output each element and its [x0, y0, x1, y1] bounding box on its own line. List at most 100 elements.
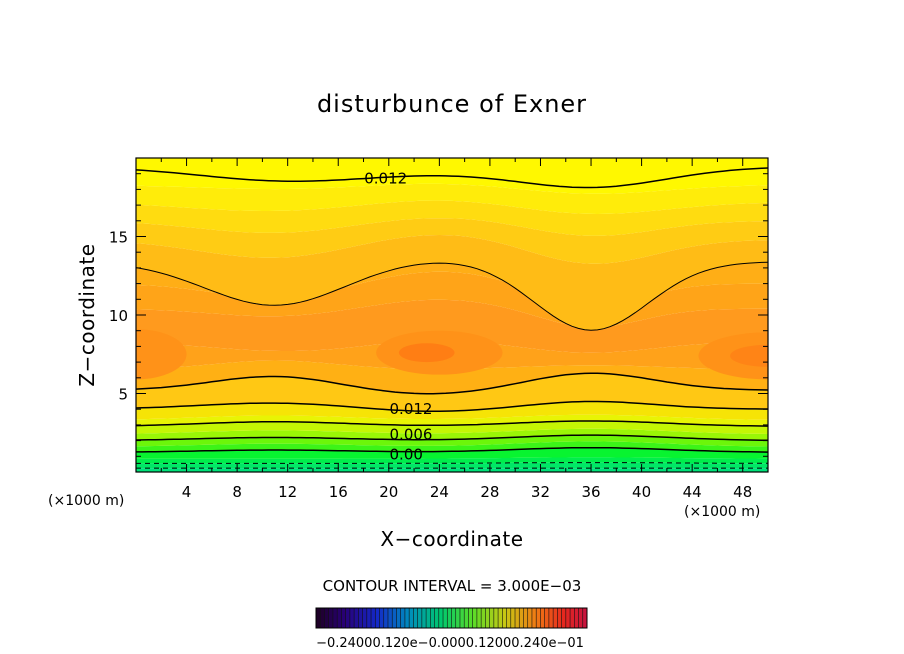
- x-tick-label: 40: [632, 483, 651, 501]
- colorbar-segment: [362, 608, 368, 628]
- plot-area: 0.012 0.012 0.006 0.00: [136, 158, 768, 472]
- colorbar-segment: [540, 608, 545, 628]
- colorbar-segment: [434, 608, 440, 628]
- contour-core: [730, 344, 768, 367]
- contour-band: [136, 414, 768, 427]
- colorbar-segment: [413, 608, 418, 628]
- colorbar-segment: [544, 608, 550, 628]
- colorbar-segment: [438, 608, 444, 628]
- colorbar-segment: [557, 608, 562, 628]
- contour-lines: [136, 167, 768, 469]
- colorbar-segment: [485, 608, 490, 628]
- colorbar-segment: [417, 608, 423, 628]
- contour-line: [136, 420, 768, 427]
- contour-labels: 0.012 0.012 0.006 0.00: [364, 169, 433, 463]
- x-tick-label: 20: [379, 483, 398, 501]
- x-tick-label: 16: [329, 483, 348, 501]
- colorbar-segment: [472, 608, 478, 628]
- x-tick-label: 36: [581, 483, 600, 501]
- colorbar-segment: [337, 608, 342, 628]
- y-tick-label: 15: [109, 229, 128, 247]
- colorbar-segment: [523, 608, 529, 628]
- x-tick-label: 32: [531, 483, 550, 501]
- colorbar-segment: [320, 608, 325, 628]
- colorbar-segment: [536, 608, 541, 628]
- x-tick-label: 4: [182, 483, 192, 501]
- colorbar-frame: [315, 607, 588, 629]
- colorbar-segment: [345, 608, 351, 628]
- contour-band: [136, 235, 768, 331]
- contour-band: [136, 183, 768, 214]
- contour-line: [136, 167, 768, 189]
- colorbar-segment: [561, 608, 567, 628]
- contour-band: [136, 360, 768, 394]
- y-tick-label: 10: [109, 307, 128, 325]
- y-tick-label: 5: [118, 386, 128, 404]
- colorbar-segment: [510, 608, 516, 628]
- colorbar-segment: [578, 608, 584, 628]
- colorbar-segment: [371, 608, 376, 628]
- colorbar-segment: [375, 608, 380, 628]
- contour-line: [136, 446, 768, 453]
- colorbar-segment: [430, 608, 435, 628]
- contour-band: [136, 373, 768, 412]
- x-tick-label: 44: [683, 483, 702, 501]
- colorbar: [315, 608, 588, 628]
- colorbar-segment: [409, 608, 414, 628]
- colorbar-segment: [476, 608, 482, 628]
- colorbar-segment: [519, 608, 524, 628]
- x-unit-label-left: (×1000 m): [48, 493, 124, 509]
- colorbar-segment: [366, 608, 372, 628]
- colorbar-segment: [404, 608, 410, 628]
- contour-band: [136, 421, 768, 434]
- contour-line: [136, 261, 768, 331]
- contour-band: [136, 457, 768, 464]
- colorbar-segment: [498, 608, 503, 628]
- x-tick-label: 28: [480, 483, 499, 501]
- contour-label: 0.012: [390, 400, 433, 418]
- colorbar-segment: [502, 608, 507, 628]
- colorbar-segment: [574, 608, 579, 628]
- colorbar-segment: [392, 608, 397, 628]
- colorbar-segment: [455, 608, 461, 628]
- colorbar-segment: [527, 608, 533, 628]
- contour-label: 0.012: [364, 169, 407, 187]
- x-tick-label: 48: [733, 483, 752, 501]
- x-axis-ticks: 4 8 12 16 20 24 28 32 36 40 44 48: [160, 158, 752, 501]
- colorbar-segment: [328, 608, 334, 628]
- colorbar-segment: [464, 608, 469, 628]
- colorbar-segment: [570, 608, 575, 628]
- colorbar-segment: [341, 608, 346, 628]
- colorbar-segment: [324, 608, 330, 628]
- colorbar-segment: [548, 608, 554, 628]
- colorbar-segment: [443, 608, 448, 628]
- contour-band: [136, 468, 768, 472]
- colorbar-segment: [332, 608, 338, 628]
- contour-core: [398, 343, 455, 363]
- x-axis-label: X−coordinate: [380, 527, 523, 551]
- x-tick-label: 8: [232, 483, 242, 501]
- filled-contours: [136, 158, 768, 472]
- colorbar-segment: [316, 608, 321, 628]
- colorbar-segment: [426, 608, 431, 628]
- contour-line: [136, 400, 768, 413]
- colorbar-segment: [506, 608, 512, 628]
- colorbar-segment: [493, 608, 499, 628]
- colorbar-segment: [354, 608, 359, 628]
- colorbar-segment: [489, 608, 495, 628]
- contour-band: [136, 158, 768, 188]
- colorbar-segment: [400, 608, 406, 628]
- contour-line-negative: [136, 462, 768, 464]
- colorbar-segment: [582, 608, 588, 628]
- x-unit-label-right: (×1000 m): [684, 504, 760, 520]
- contour-interval-label: CONTOUR INTERVAL = 3.000E−03: [323, 577, 582, 595]
- contour-label: 0.006: [390, 425, 433, 443]
- colorbar-segment: [553, 608, 558, 628]
- colorbar-segment: [565, 608, 571, 628]
- colorbar-segment: [358, 608, 363, 628]
- colorbar-segment: [396, 608, 401, 628]
- colorbar-segment: [451, 608, 457, 628]
- contour-line: [136, 372, 768, 395]
- colorbar-labels: −0.24000.120e−0.0000.12000.240e−01: [316, 636, 584, 651]
- x-tick-label: 12: [278, 483, 297, 501]
